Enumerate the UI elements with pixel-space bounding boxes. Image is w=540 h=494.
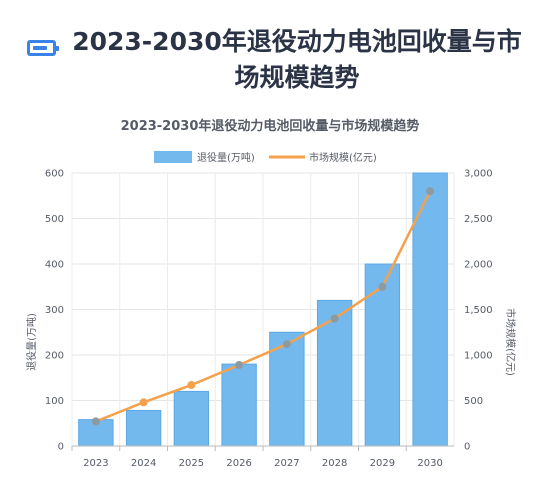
chart: 2023-2030年退役动力电池回收量与市场规模趋势 退役量(万吨) 市场规模(…: [25, 118, 517, 469]
x-tick-label: 2024: [131, 458, 156, 469]
y-tick-label-left: 100: [45, 396, 64, 407]
page-title: 2023-2030年退役动力电池回收量与市场规模趋势: [72, 27, 522, 92]
y-tick-label-right: 0: [464, 442, 470, 453]
legend: 退役量(万吨) 市场规模(亿元): [154, 151, 377, 164]
point-market-size: [139, 398, 148, 407]
y-tick-label-right: 3,000: [464, 169, 493, 180]
y-tick-label-left: 200: [45, 351, 64, 362]
y-tick-label-left: 0: [58, 442, 64, 453]
point-market-size: [330, 314, 339, 323]
point-market-size: [91, 417, 100, 426]
x-tick-label: 2025: [179, 458, 204, 469]
point-market-size: [426, 187, 435, 196]
legend-swatch-bar: [154, 151, 192, 163]
y-tick-label-left: 400: [45, 260, 64, 271]
y-tick-label-left: 500: [45, 214, 64, 225]
point-market-size: [235, 361, 244, 370]
x-tick-label: 2028: [322, 458, 347, 469]
point-market-size: [187, 381, 196, 390]
y-axis-title-right: 市场规模(亿元): [504, 308, 517, 376]
point-market-size: [282, 340, 291, 349]
chart-title: 2023-2030年退役动力电池回收量与市场规模趋势: [121, 118, 420, 134]
x-tick-label: 2027: [274, 458, 299, 469]
legend-label-bar: 退役量(万吨): [197, 151, 255, 164]
x-tick-label: 2023: [83, 458, 108, 469]
x-tick-label: 2030: [417, 458, 442, 469]
bar-retired-volume: [269, 331, 305, 447]
x-tick-label: 2026: [226, 458, 251, 469]
battery-icon: [27, 40, 59, 56]
y-tick-label-right: 2,000: [464, 260, 493, 271]
y-tick-label-right: 2,500: [464, 214, 493, 225]
x-tick-label: 2029: [370, 458, 395, 469]
y-tick-label-right: 1,000: [464, 351, 493, 362]
y-tick-label-left: 300: [45, 305, 64, 316]
y-tick-label-left: 600: [45, 169, 64, 180]
y-tick-label-right: 1,500: [464, 305, 493, 316]
bar-retired-volume: [173, 390, 210, 447]
bar-retired-volume: [364, 263, 401, 447]
line-market-size: [95, 190, 432, 423]
legend-label-line: 市场规模(亿元): [309, 151, 377, 164]
y-axis-title-left: 退役量(万吨): [25, 313, 38, 371]
header: 2023-2030年退役动力电池回收量与市场规模趋势: [0, 8, 540, 96]
bar-retired-volume: [125, 410, 162, 447]
y-tick-label-right: 500: [464, 396, 483, 407]
bar-retired-volume: [412, 172, 448, 447]
bar-retired-volume: [221, 363, 257, 447]
point-market-size: [378, 282, 387, 291]
